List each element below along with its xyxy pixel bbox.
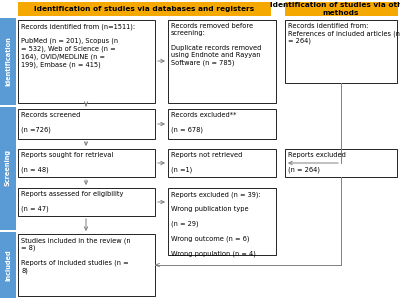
Text: Identification of studies via databases and registers: Identification of studies via databases … — [34, 6, 254, 12]
Text: Included: Included — [5, 249, 11, 281]
Bar — [0, 232, 16, 298]
Bar — [18, 234, 155, 296]
Bar — [168, 20, 276, 103]
Text: Reports sought for retrieval

(n = 48): Reports sought for retrieval (n = 48) — [21, 152, 113, 173]
Bar — [18, 188, 155, 216]
Text: Records identified from (n=1511):

PubMed (n = 201), Scopus (n
= 532), Web of Sc: Records identified from (n=1511): PubMed… — [21, 23, 135, 68]
Bar — [0, 18, 16, 105]
Bar — [168, 149, 276, 177]
Bar — [18, 109, 155, 139]
Text: Studies included in the review (n
= 8)

Reports of included studies (n =
8): Studies included in the review (n = 8) R… — [21, 237, 131, 274]
Bar — [18, 20, 155, 103]
Text: Reports excluded

(n = 264): Reports excluded (n = 264) — [288, 152, 346, 173]
Text: Records identified from:
References of included articles (n
= 264): Records identified from: References of i… — [288, 23, 400, 45]
Text: Screening: Screening — [5, 149, 11, 187]
Text: Reports not retrieved

(n =1): Reports not retrieved (n =1) — [171, 152, 242, 173]
Text: Records excluded**

(n = 678): Records excluded** (n = 678) — [171, 112, 236, 133]
Bar — [285, 149, 397, 177]
Bar — [285, 20, 397, 83]
Bar — [18, 2, 271, 16]
Text: Reports excluded (n = 39):

Wrong publication type

(n = 29)

Wrong outcome (n =: Reports excluded (n = 39): Wrong publica… — [171, 191, 261, 257]
Text: Identification of studies via other
methods: Identification of studies via other meth… — [270, 2, 400, 16]
Bar — [18, 149, 155, 177]
Text: Records removed before
screening:

Duplicate records removed
using Endnote and R: Records removed before screening: Duplic… — [171, 23, 261, 66]
Bar — [285, 2, 398, 16]
Bar — [0, 107, 16, 230]
Text: Identification: Identification — [5, 36, 11, 86]
Text: Records screened

(n =726): Records screened (n =726) — [21, 112, 80, 133]
Bar — [168, 109, 276, 139]
Text: Reports assessed for eligibility

(n = 47): Reports assessed for eligibility (n = 47… — [21, 191, 123, 212]
Bar — [168, 188, 276, 255]
